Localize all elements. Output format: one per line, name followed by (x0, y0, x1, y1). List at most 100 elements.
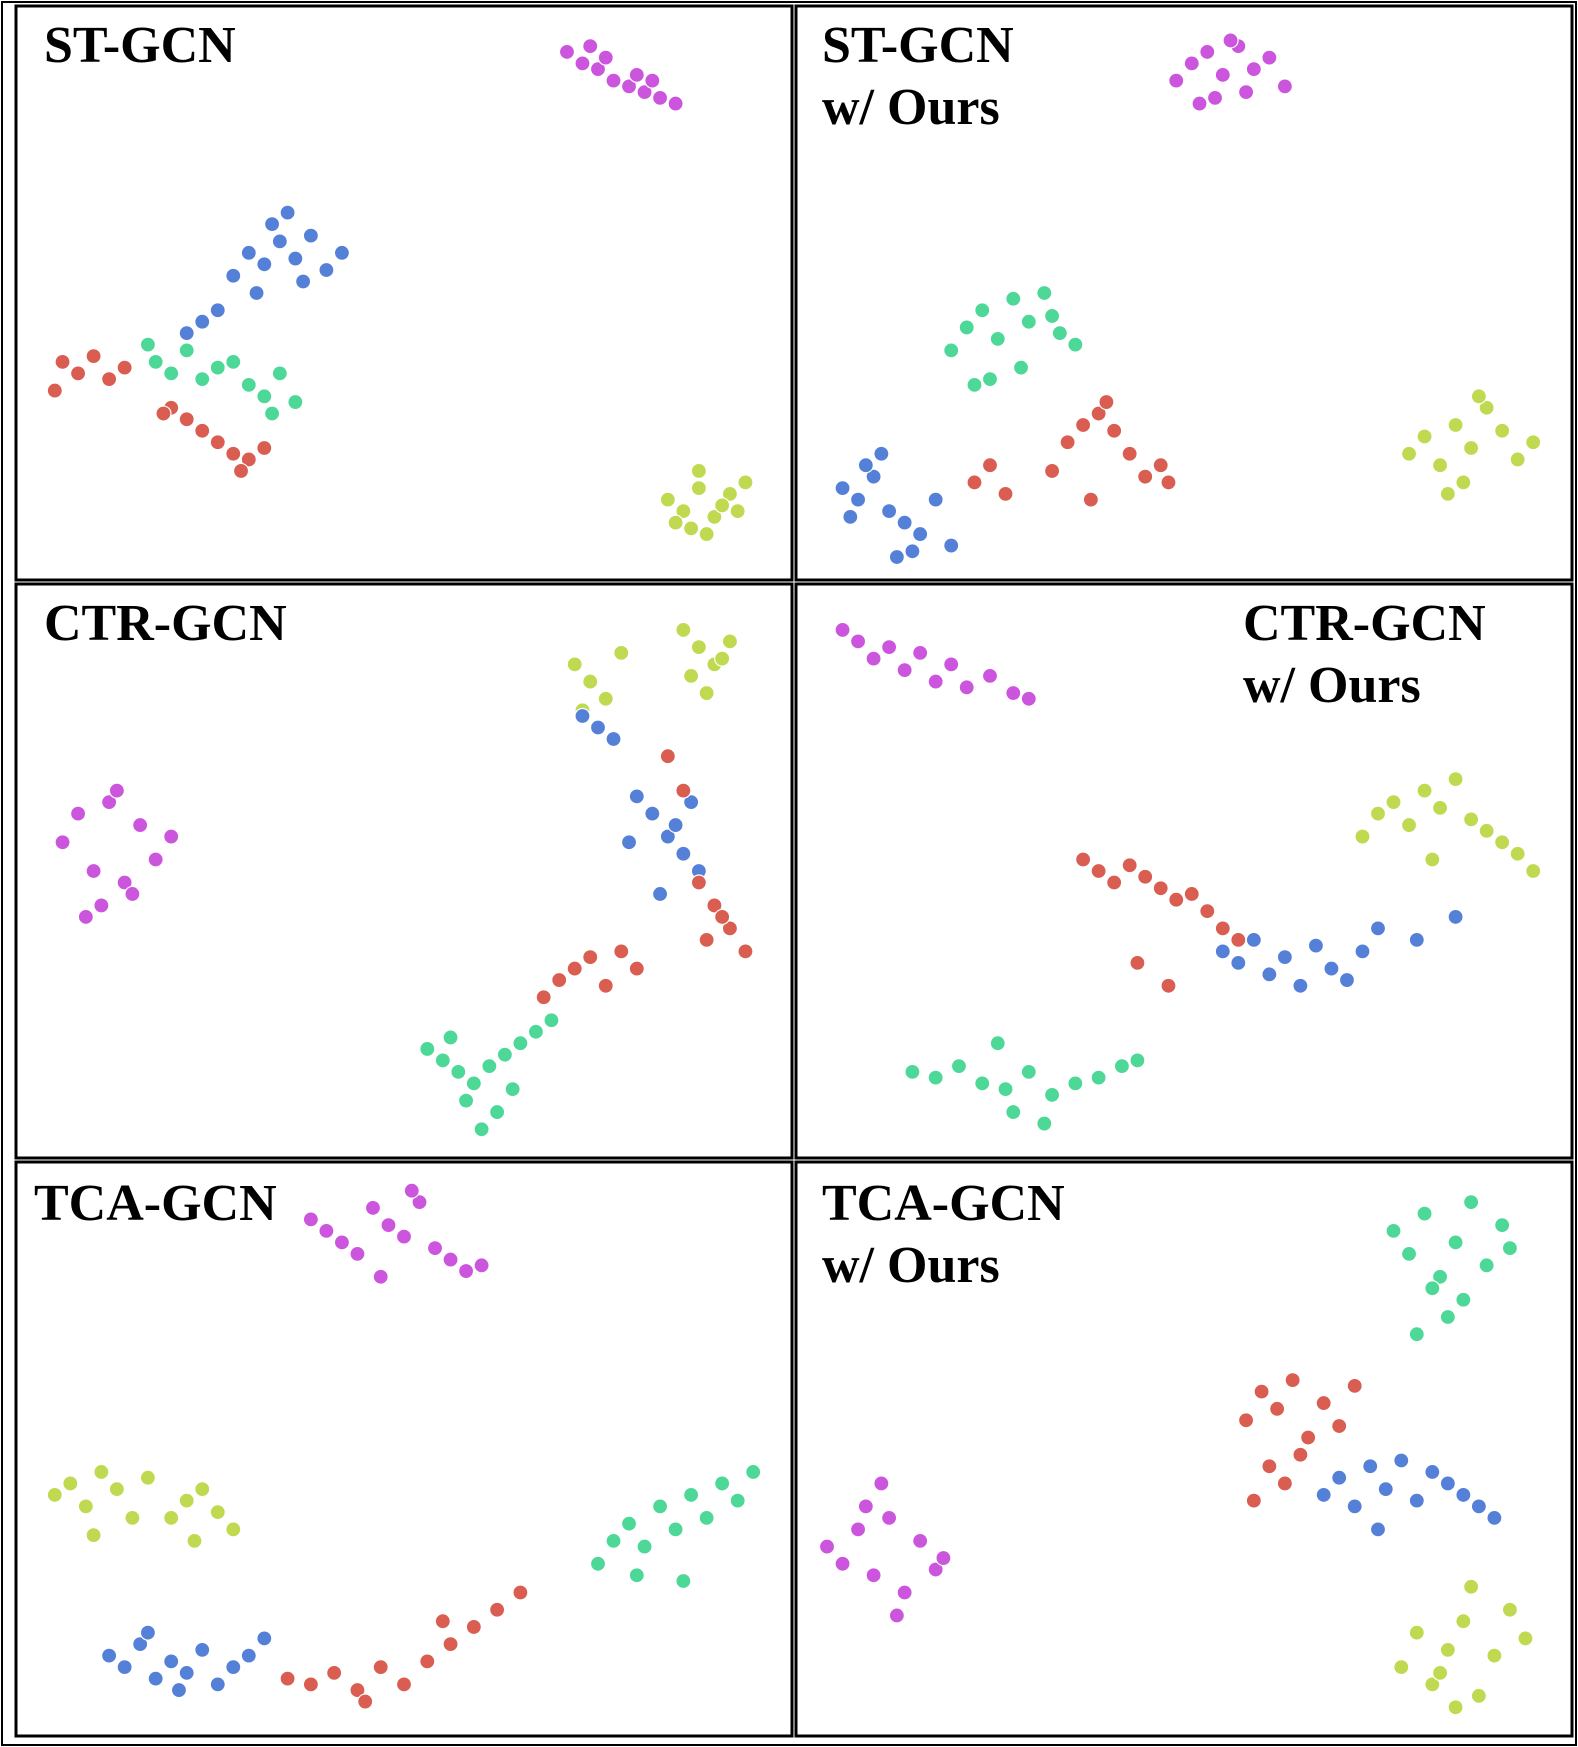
point (620, 1515, 638, 1532)
point (1408, 1624, 1425, 1641)
point (1230, 954, 1247, 971)
point (194, 422, 211, 439)
point (240, 1647, 257, 1664)
point (1168, 72, 1185, 89)
point (597, 977, 614, 994)
point (457, 1092, 475, 1109)
point (644, 805, 661, 822)
point (667, 1521, 684, 1538)
panel-title: w/ Ours (1243, 657, 1421, 714)
point (1005, 290, 1022, 307)
point (698, 931, 715, 948)
point (551, 971, 568, 989)
point (613, 644, 630, 661)
point (1408, 1492, 1425, 1509)
point (1424, 1676, 1441, 1693)
point (1160, 474, 1177, 491)
point (147, 1670, 164, 1687)
point (1276, 948, 1293, 966)
point (667, 95, 684, 112)
point (927, 673, 944, 690)
point (442, 1029, 459, 1046)
point (225, 445, 242, 462)
point (1269, 1400, 1286, 1417)
point (1276, 78, 1293, 95)
point (101, 794, 118, 811)
point (1431, 1664, 1449, 1681)
point (1377, 1481, 1394, 1498)
point (834, 621, 851, 639)
point (481, 1058, 498, 1075)
point (1075, 416, 1092, 434)
point (714, 1475, 731, 1492)
point (636, 1538, 653, 1555)
point (1447, 416, 1464, 434)
point (698, 684, 715, 702)
point (690, 480, 707, 497)
point (139, 336, 157, 353)
point (1261, 1458, 1278, 1475)
point (248, 284, 265, 302)
point (147, 851, 164, 868)
point (1245, 1492, 1262, 1509)
point (1090, 1069, 1107, 1086)
point (1012, 359, 1030, 376)
point (225, 267, 242, 284)
panel-frame (14, 1160, 794, 1738)
panel-frame (14, 582, 794, 1160)
point (1385, 794, 1402, 811)
point (1183, 55, 1200, 72)
point (904, 1063, 921, 1081)
point (943, 537, 960, 554)
panel: ST-GCN (14, 4, 794, 582)
point (896, 1584, 913, 1601)
point (85, 862, 102, 880)
point (364, 1199, 382, 1217)
point (1494, 834, 1511, 851)
point (225, 1521, 242, 1538)
panel-frame (14, 4, 794, 582)
point (605, 72, 622, 89)
point (628, 788, 645, 805)
point (597, 49, 614, 66)
point (256, 439, 273, 457)
point (287, 393, 304, 411)
point (881, 639, 898, 656)
point (605, 730, 622, 748)
point (395, 1228, 413, 1245)
point (178, 411, 195, 428)
point (163, 1509, 180, 1526)
point (849, 633, 867, 650)
point (271, 233, 288, 250)
point (1455, 1613, 1472, 1630)
point (1090, 862, 1107, 880)
point (651, 89, 669, 106)
point (849, 491, 867, 508)
point (574, 55, 591, 72)
point (1276, 1475, 1293, 1492)
point (69, 365, 87, 382)
point (54, 353, 71, 370)
point (1494, 1217, 1511, 1234)
point (1191, 95, 1208, 112)
point (558, 43, 576, 61)
point (1431, 457, 1449, 474)
point (1075, 851, 1092, 868)
point (1183, 885, 1200, 903)
point (108, 1481, 125, 1498)
point (1463, 811, 1480, 828)
point (950, 1058, 968, 1075)
point (473, 1257, 490, 1274)
point (132, 1636, 149, 1653)
point (116, 1659, 133, 1676)
point (178, 1664, 195, 1681)
point (690, 462, 707, 480)
point (209, 359, 226, 376)
point (613, 943, 630, 960)
point (597, 690, 614, 707)
point (163, 1653, 180, 1670)
point (318, 261, 335, 279)
point (1408, 931, 1425, 948)
point (935, 1549, 952, 1567)
point (1338, 971, 1356, 989)
